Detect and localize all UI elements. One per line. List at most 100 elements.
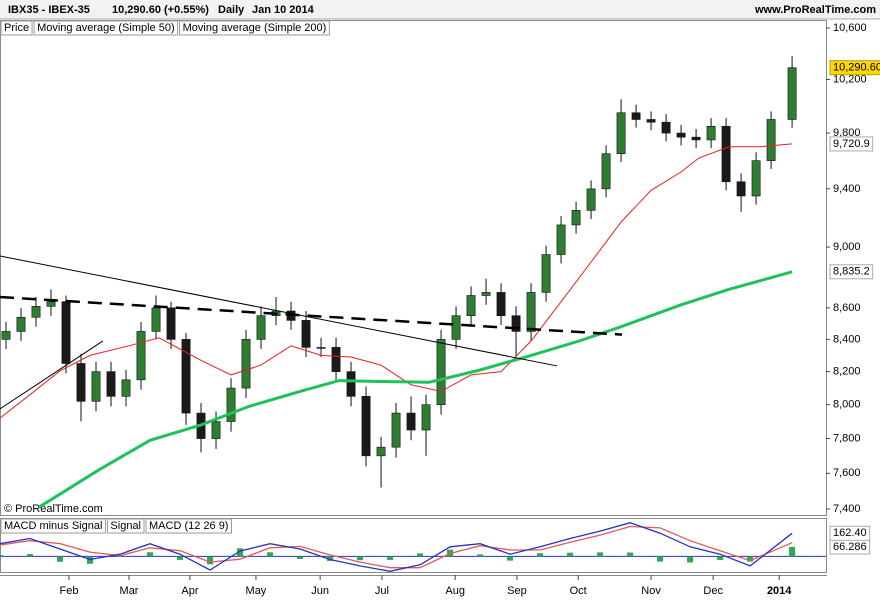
histogram-bar	[507, 556, 514, 561]
x-tick-label: Sep	[507, 585, 527, 597]
x-tick-label: Oct	[570, 585, 587, 597]
candle-body	[391, 412, 401, 448]
date: Jan 10 2014	[252, 4, 315, 16]
histogram-bar	[27, 554, 34, 557]
histogram-bar	[537, 553, 544, 557]
trendline	[0, 340, 104, 410]
histogram-bar	[657, 556, 664, 562]
x-tick-label: Apr	[181, 585, 198, 597]
candle-body	[316, 347, 326, 349]
candle-body	[31, 306, 41, 318]
x-tick-label: 2014	[767, 585, 792, 597]
candle-body	[331, 347, 341, 372]
y-tick-label: 10,600	[833, 22, 867, 34]
y-tick-label: 8,000	[833, 399, 861, 411]
histogram-bar	[717, 556, 724, 560]
candle-body	[151, 307, 161, 332]
histogram-bar	[687, 556, 694, 563]
candle-body	[301, 320, 311, 348]
candle-body	[421, 404, 431, 431]
y-tick-label: 8,200	[833, 366, 861, 378]
price-panel	[0, 20, 827, 516]
candle-body	[616, 112, 626, 155]
legend-item[interactable]	[145, 518, 232, 534]
macd-last-label: 66.286	[833, 541, 867, 553]
y-tick-label: 10,200	[833, 73, 867, 85]
y-tick-label: 9,800	[833, 127, 861, 139]
histogram-bar	[297, 556, 304, 559]
legend-item[interactable]	[33, 20, 179, 36]
watermark: © ProRealTime.com	[4, 503, 103, 515]
candle-body	[1, 331, 11, 340]
candle-body	[481, 292, 491, 296]
site: www.ProRealTime.com	[754, 4, 876, 16]
legend-label[interactable]: Moving average (Simple 200)	[183, 22, 327, 34]
histogram-bar	[477, 554, 484, 557]
histogram-bar	[147, 552, 154, 557]
candle-body	[676, 132, 686, 138]
y-tick-label: 8,400	[833, 333, 861, 345]
candle-body	[556, 224, 566, 255]
symbol: IBX35 - IBEX-35	[8, 4, 90, 16]
legend-item[interactable]	[106, 518, 145, 534]
legend-label[interactable]: MACD (12 26 9)	[149, 520, 228, 532]
candle-body	[226, 387, 236, 422]
macd-last-label-box	[829, 525, 871, 541]
candle-body	[361, 396, 371, 457]
ma-last-label: 9,720.9	[833, 138, 870, 150]
candle-body	[706, 125, 716, 141]
candle-body	[466, 295, 476, 316]
macd-line	[0, 525, 793, 569]
x-tick-label: Jun	[311, 585, 329, 597]
header-bar	[0, 0, 880, 19]
histogram-bar	[597, 552, 604, 557]
candle-body	[121, 379, 131, 397]
legend-label[interactable]: Price	[4, 22, 29, 34]
candle-body	[787, 67, 797, 120]
histogram-bar	[267, 552, 274, 557]
y-tick-label: 8,600	[833, 302, 861, 314]
period: Daily	[218, 4, 245, 16]
x-tick-label: Aug	[445, 585, 465, 597]
legend-label[interactable]: MACD minus Signal	[4, 520, 102, 532]
histogram-bar	[789, 546, 796, 557]
candle-body	[241, 339, 251, 389]
histogram-bar	[387, 556, 394, 560]
quote: 10,290.60 (+0.55%)	[112, 4, 209, 16]
candle-body	[436, 339, 446, 405]
ma-last-label-box	[829, 264, 874, 280]
legend-item[interactable]	[0, 518, 106, 534]
candle-body	[406, 412, 416, 431]
macd-line	[0, 522, 793, 572]
moving-average	[38, 270, 793, 509]
legend-label[interactable]: Signal	[110, 520, 141, 532]
histogram-bar	[0, 555, 3, 557]
candle-body	[16, 316, 26, 332]
y-tick-label: 9,000	[833, 241, 861, 253]
histogram-bar	[57, 556, 64, 562]
y-tick-label: 7,600	[833, 467, 861, 479]
candle-body	[451, 315, 461, 340]
histogram-bar	[417, 553, 424, 557]
legend-label[interactable]: Moving average (Simple 50)	[37, 22, 175, 34]
ma-last-label-box	[829, 136, 874, 152]
candle-body	[166, 307, 176, 340]
histogram-bar	[627, 552, 634, 557]
moving-average	[0, 143, 793, 419]
candle-body	[46, 301, 56, 307]
legend-item[interactable]	[0, 20, 33, 36]
y-tick-label: 7,800	[833, 432, 861, 444]
legend-item[interactable]	[179, 20, 330, 36]
x-tick-label: Mar	[120, 585, 139, 597]
y-tick-label: 9,400	[833, 183, 861, 195]
x-tick-label: Jul	[375, 585, 389, 597]
candle-body	[586, 188, 596, 211]
histogram-bar	[327, 556, 334, 561]
candle-body	[496, 292, 506, 316]
candle-body	[661, 121, 671, 134]
candle-body	[76, 363, 86, 402]
macd-last-label: 162.40	[833, 527, 867, 539]
candle-body	[181, 339, 191, 414]
trendline	[0, 255, 558, 367]
